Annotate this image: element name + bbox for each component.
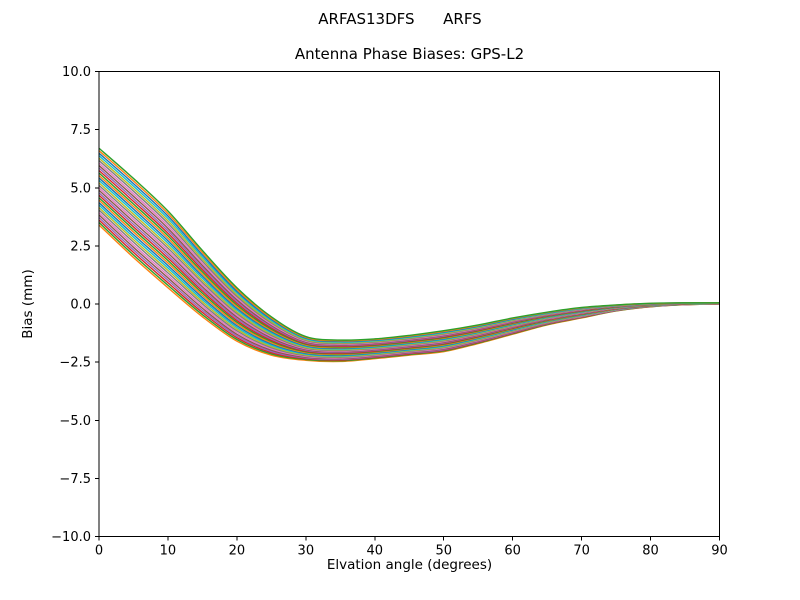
bias-curve-25 (98, 165, 720, 346)
x-tick-label: 20 (229, 544, 246, 559)
y-tick-label: 7.5 (70, 123, 91, 138)
y-tick-label: 2.5 (70, 239, 91, 254)
x-tick-label: 40 (367, 544, 384, 559)
axes-title: Antenna Phase Biases: GPS-L2 (294, 45, 525, 63)
y-tick-label: −5.0 (59, 414, 91, 429)
y-tick-label: −10.0 (51, 530, 91, 545)
x-tick-label: 90 (711, 544, 728, 559)
y-tick-label: 10.0 (62, 65, 91, 80)
x-tick-label: 50 (435, 544, 452, 559)
bias-curve-24 (98, 167, 720, 347)
bias-curve-23 (98, 169, 720, 347)
x-tick-label: 60 (504, 544, 521, 559)
bias-curves (98, 147, 720, 363)
x-tick-label: 10 (160, 544, 177, 559)
x-tick-label: 0 (95, 544, 103, 559)
y-tick-label: 0.0 (70, 298, 91, 313)
y-tick-label: −2.5 (59, 356, 91, 371)
bias-curve-12 (98, 197, 720, 355)
bias-curve-22 (98, 172, 720, 348)
figure-suptitle: ARFAS13DFS ARFS (318, 10, 482, 28)
x-axis-label: Elvation angle (degrees) (326, 557, 493, 573)
y-tick-label: 5.0 (70, 181, 91, 196)
x-tick-label: 30 (298, 544, 315, 559)
y-tick-label: −7.5 (59, 472, 91, 487)
x-tick-label: 70 (573, 544, 590, 559)
x-tick-label: 80 (642, 544, 659, 559)
bias-curve-32 (98, 147, 720, 341)
